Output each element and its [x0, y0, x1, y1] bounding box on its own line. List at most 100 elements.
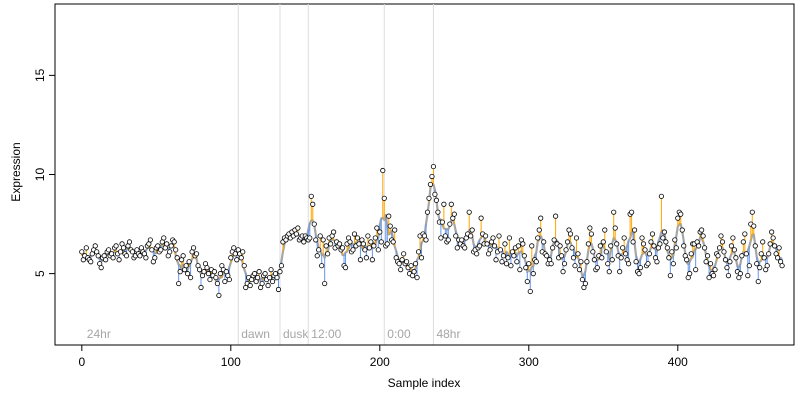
- plot-box: [54, 3, 795, 346]
- point-267: [477, 243, 483, 249]
- point-468: [776, 245, 782, 251]
- point-261: [468, 233, 474, 239]
- point-276: [490, 235, 496, 241]
- marker-label-left: 24hr: [87, 327, 111, 341]
- marker-label-3: 0:00: [387, 327, 411, 341]
- point-356: [609, 257, 615, 263]
- point-287: [506, 235, 513, 241]
- point-26: [117, 249, 124, 255]
- point-250: [451, 211, 457, 217]
- point-329: [569, 245, 575, 251]
- point-297: [521, 253, 527, 259]
- point-155: [310, 201, 316, 207]
- point-451: [751, 223, 757, 229]
- marker-label-0: dawn: [241, 327, 270, 341]
- point-428: [716, 245, 723, 251]
- point-190: [362, 247, 368, 253]
- point-108: [240, 249, 246, 255]
- point-177: [342, 265, 349, 271]
- x-tick-label-100: 100: [221, 355, 241, 369]
- point-153: [307, 235, 313, 241]
- point-450: [749, 209, 755, 215]
- point-70: [183, 263, 189, 269]
- point-71: [185, 271, 191, 277]
- point-390: [660, 235, 666, 241]
- marker-label-2: 12:00: [311, 327, 341, 341]
- point-418: [702, 245, 708, 251]
- point-336: [579, 276, 586, 283]
- point-470: [779, 263, 785, 269]
- point-332: [573, 235, 580, 241]
- y-tick-label-10: 10: [33, 168, 47, 182]
- point-421: [706, 274, 712, 281]
- point-214: [398, 267, 404, 273]
- point-93: [217, 271, 223, 277]
- point-216: [401, 251, 407, 257]
- point-414: [696, 243, 702, 249]
- point-169: [331, 229, 337, 235]
- point-268: [478, 215, 484, 221]
- point-156: [311, 221, 317, 227]
- point-128: [269, 278, 276, 285]
- point-424: [710, 273, 717, 279]
- point-260: [466, 209, 472, 215]
- point-274: [487, 247, 493, 253]
- point-233: [426, 195, 432, 201]
- point-375: [637, 265, 644, 271]
- point-191: [363, 255, 369, 261]
- point-443: [739, 253, 745, 259]
- point-197: [372, 235, 378, 241]
- point-463: [769, 229, 775, 235]
- point-438: [731, 247, 738, 253]
- point-403: [679, 227, 685, 233]
- point-439: [733, 255, 739, 261]
- point-317: [551, 237, 557, 243]
- point-25: [116, 257, 122, 263]
- point-437: [730, 235, 736, 241]
- point-422: [707, 261, 714, 267]
- point-47: [149, 247, 155, 253]
- point-209: [390, 239, 396, 245]
- point-374: [636, 271, 642, 277]
- point-0: [79, 249, 85, 255]
- point-395: [667, 273, 673, 279]
- point-82: [201, 269, 207, 275]
- point-321: [557, 243, 563, 249]
- point-160: [317, 233, 323, 239]
- point-399: [673, 245, 679, 251]
- point-444: [740, 239, 746, 245]
- point-16: [103, 257, 109, 263]
- point-333: [575, 251, 581, 257]
- point-286: [505, 255, 511, 261]
- point-392: [663, 239, 669, 245]
- point-183: [351, 231, 358, 237]
- point-21: [110, 255, 116, 261]
- point-125: [265, 282, 271, 289]
- point-302: [529, 243, 535, 249]
- point-301: [527, 288, 533, 295]
- point-255: [459, 237, 465, 243]
- point-409: [688, 251, 694, 257]
- y-axis-title: Expression: [9, 142, 23, 201]
- point-84: [204, 265, 210, 271]
- point-372: [633, 259, 639, 265]
- point-406: [684, 257, 690, 263]
- x-tick-label-400: 400: [668, 355, 688, 369]
- point-355: [608, 243, 614, 249]
- point-202: [380, 167, 386, 174]
- point-277: [491, 243, 498, 249]
- point-189: [360, 241, 367, 247]
- point-324: [561, 261, 568, 267]
- point-442: [737, 271, 743, 277]
- point-34: [129, 249, 136, 255]
- point-133: [277, 269, 283, 275]
- point-429: [718, 233, 724, 239]
- point-323: [560, 269, 566, 275]
- marker-label-1: dusk: [283, 327, 309, 341]
- point-86: [207, 276, 213, 283]
- point-353: [605, 261, 611, 267]
- point-296: [520, 241, 526, 247]
- point-154: [308, 193, 314, 199]
- point-239: [435, 209, 441, 215]
- point-425: [712, 267, 718, 273]
